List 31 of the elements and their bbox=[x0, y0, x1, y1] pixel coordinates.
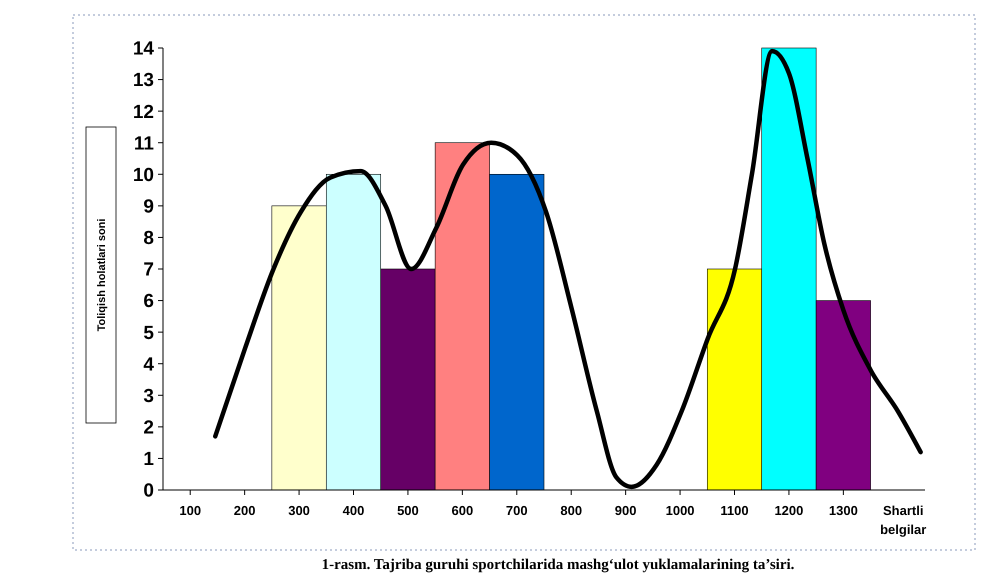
y-tick-label: 11 bbox=[134, 133, 154, 154]
x-tick-label: 500 bbox=[397, 503, 419, 518]
y-tick-label: 3 bbox=[143, 386, 154, 407]
text: 1-rasm. Tajriba guruhi sportchilarida mashg‘ulot yuklamalarining ta’siri. bbox=[322, 557, 795, 573]
y-tick-label: 9 bbox=[143, 196, 154, 218]
y-tick-label: 0 bbox=[143, 480, 154, 502]
x-tick-label: 1100 bbox=[720, 503, 749, 518]
y-tick-label: 1 bbox=[143, 449, 154, 470]
x-tick-label: 700 bbox=[506, 503, 528, 518]
y-tick-label: 4 bbox=[143, 354, 154, 376]
x-tick-label: 1200 bbox=[774, 503, 804, 518]
y-tick-label: 8 bbox=[143, 228, 154, 250]
y-tick-label: 5 bbox=[143, 322, 154, 344]
y-tick-label: 7 bbox=[143, 260, 154, 281]
y-tick-label: 14 bbox=[132, 38, 154, 60]
y-tick-label: 13 bbox=[132, 70, 154, 92]
x-tick-label: 1000 bbox=[666, 503, 695, 518]
y-tick-label: 6 bbox=[143, 291, 154, 312]
y-tick-label: 12 bbox=[132, 102, 154, 123]
x-tick-label: 200 bbox=[234, 503, 256, 518]
x-tick-label: 400 bbox=[342, 503, 364, 518]
x-tick-label: 800 bbox=[560, 503, 582, 518]
x-tick-label: 900 bbox=[614, 503, 636, 518]
y-axis-title: Toliqish holatlari soni bbox=[96, 218, 108, 332]
x-tick-label: 300 bbox=[288, 503, 310, 518]
x-axis-title: Shartli belgilar bbox=[880, 503, 926, 537]
x-tick-label: 600 bbox=[452, 503, 474, 518]
y-tick-label: 2 bbox=[143, 418, 154, 439]
x-tick-label: 100 bbox=[179, 503, 202, 518]
x-tick-label: 1300 bbox=[828, 503, 858, 518]
y-tick-label: 10 bbox=[132, 164, 154, 186]
